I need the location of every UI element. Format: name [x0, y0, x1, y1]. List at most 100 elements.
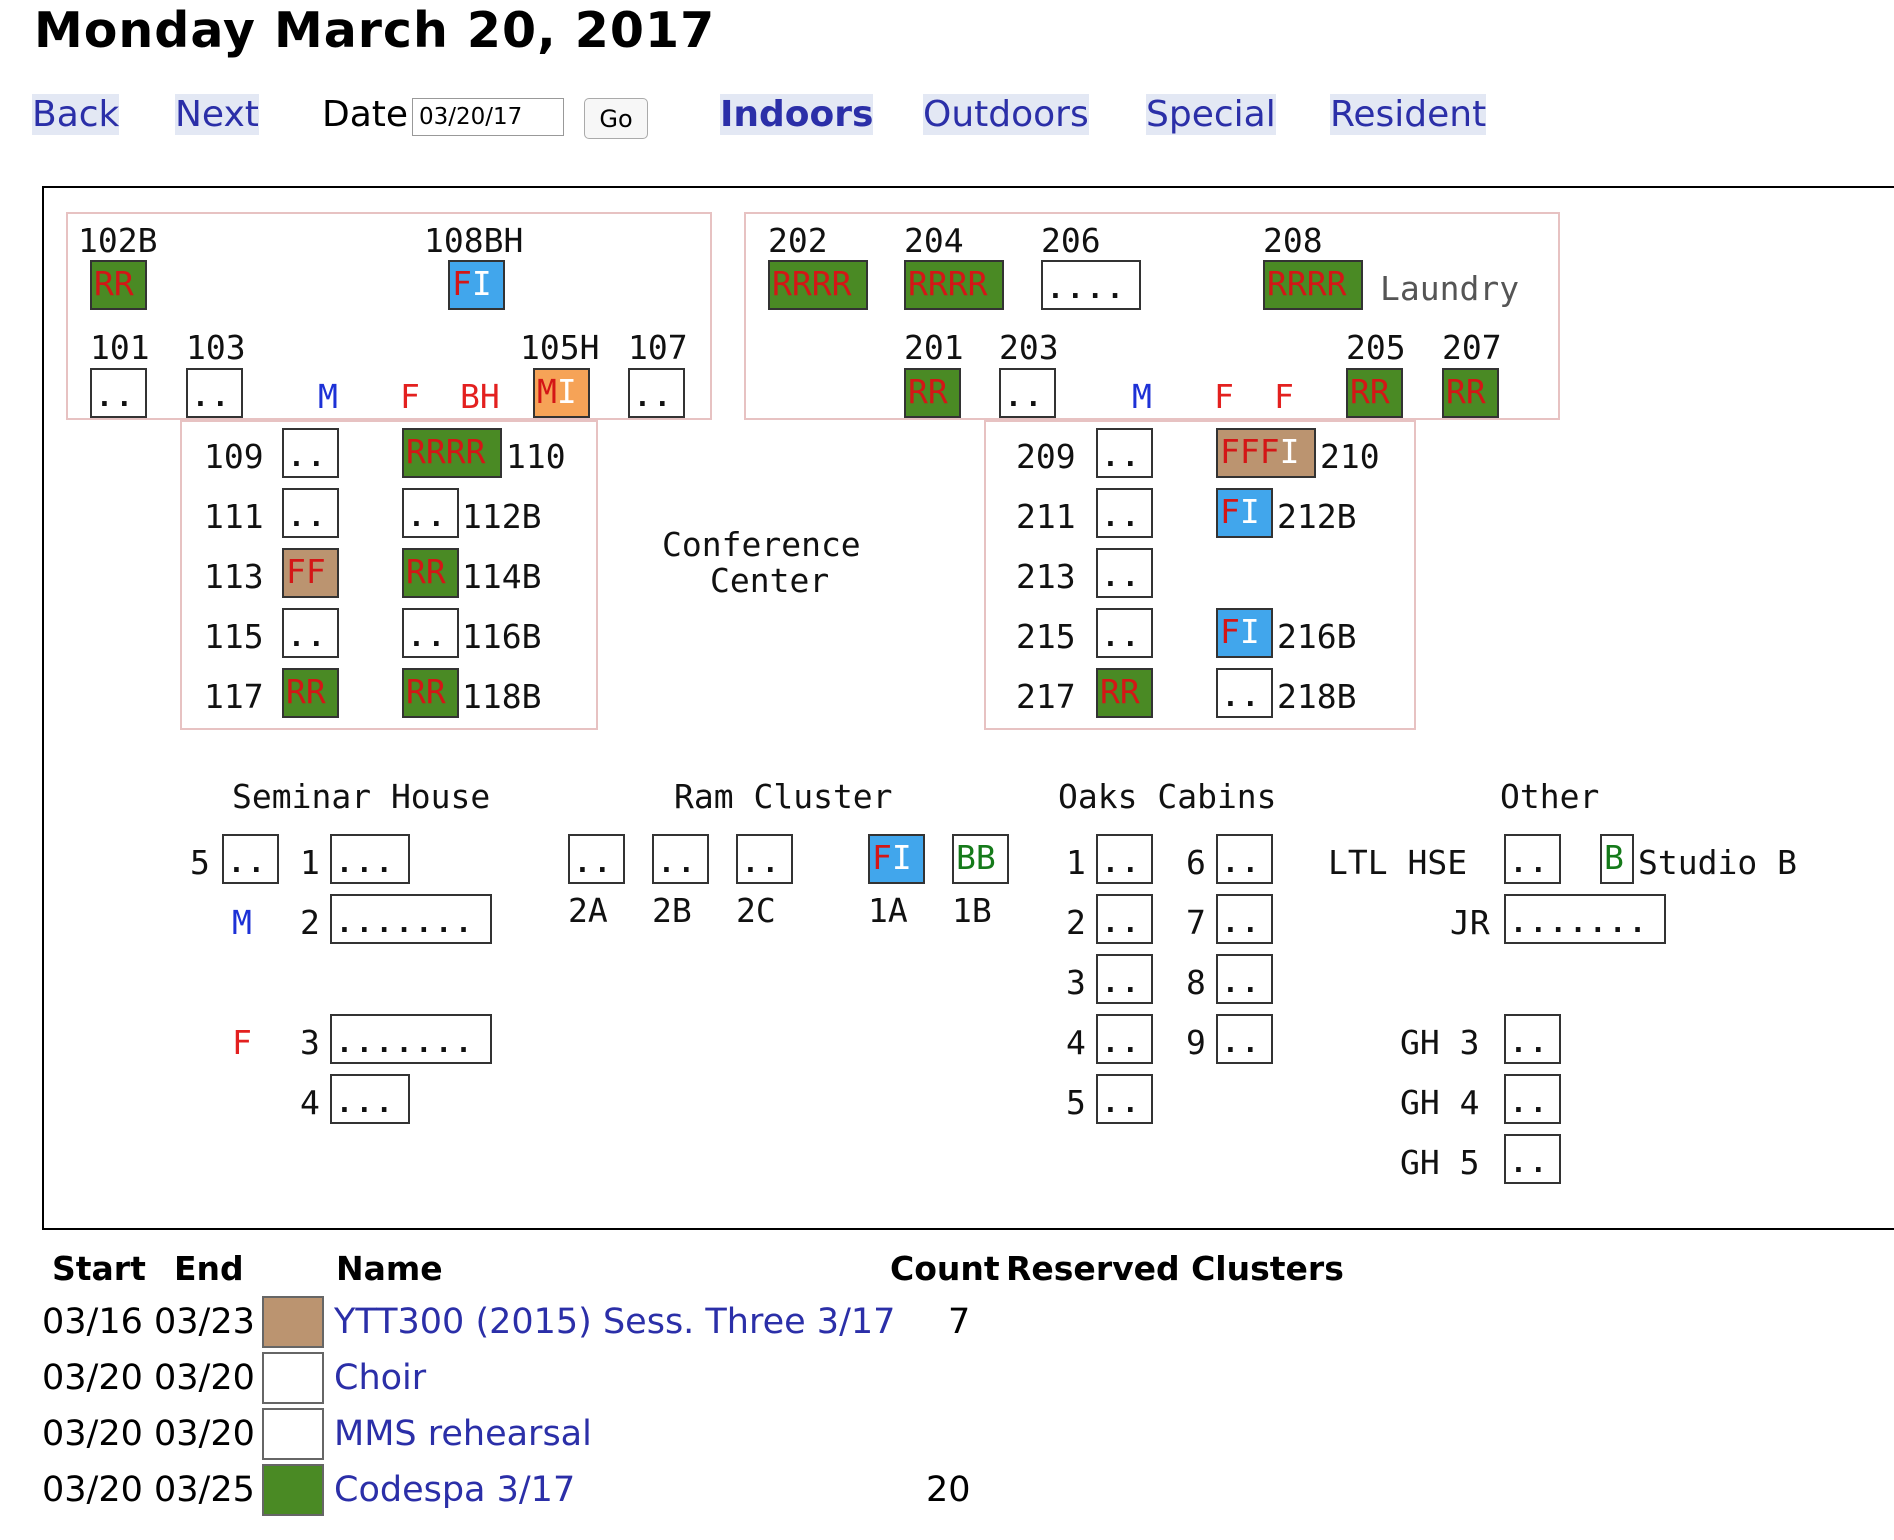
conference-center-label-2: Center	[710, 561, 830, 600]
room-210[interactable]: FFFI	[1216, 428, 1316, 478]
room-116b[interactable]: ..	[402, 608, 459, 658]
room-110[interactable]: RRRR	[402, 428, 502, 478]
row-name-link[interactable]: YTT300 (2015) Sess. Three 3/17	[334, 1302, 896, 1342]
go-button[interactable]: Go	[584, 98, 648, 139]
gh3-label: GH 3	[1400, 1023, 1480, 1062]
outdoors-link[interactable]: Outdoors	[923, 94, 1089, 135]
ram-label-2a: 2A	[568, 891, 608, 930]
indoors-link[interactable]: Indoors	[720, 94, 874, 135]
seminar-female-marker: F	[232, 1023, 252, 1062]
room-114b[interactable]: RR	[402, 548, 459, 598]
oaks-cabin-8[interactable]: ..	[1216, 954, 1273, 1004]
gh3-room[interactable]: ..	[1504, 1014, 1561, 1064]
oaks-cabin-1[interactable]: ..	[1096, 834, 1153, 884]
room-203[interactable]: ..	[999, 368, 1056, 418]
row-color-swatch	[262, 1352, 324, 1404]
ram-room-1a[interactable]: FI	[868, 834, 925, 884]
oaks-cabin-3[interactable]: ..	[1096, 954, 1153, 1004]
seminar-house-heading: Seminar House	[232, 777, 491, 816]
row-name-link[interactable]: MMS rehearsal	[334, 1414, 592, 1454]
room-213[interactable]: ..	[1096, 548, 1153, 598]
room-205[interactable]: RR	[1346, 368, 1403, 418]
room-108bh[interactable]: FI	[448, 260, 505, 310]
room-label-201: 201	[904, 328, 964, 367]
room-216b[interactable]: FI	[1216, 608, 1273, 658]
room-118b[interactable]: RR	[402, 668, 459, 718]
room-112b[interactable]: ..	[402, 488, 459, 538]
seminar-room-2[interactable]: .......	[330, 894, 492, 944]
room-215[interactable]: ..	[1096, 608, 1153, 658]
gh5-room[interactable]: ..	[1504, 1134, 1561, 1184]
room-209[interactable]: ..	[1096, 428, 1153, 478]
room-102b[interactable]: RR	[90, 260, 147, 310]
seminar-room-4[interactable]: ...	[330, 1074, 410, 1124]
room-label-109: 109	[204, 437, 264, 476]
gh4-room[interactable]: ..	[1504, 1074, 1561, 1124]
room-label-116b: 116B	[462, 617, 542, 656]
oaks-label-6: 6	[1186, 843, 1206, 882]
room-label-215: 215	[1016, 617, 1076, 656]
ram-room-2b[interactable]: ..	[652, 834, 709, 884]
resident-link[interactable]: Resident	[1330, 94, 1487, 135]
ram-cluster-heading: Ram Cluster	[674, 777, 893, 816]
oaks-cabin-9[interactable]: ..	[1216, 1014, 1273, 1064]
female-marker: F	[400, 377, 420, 416]
ltl-hse-room[interactable]: ..	[1504, 834, 1561, 884]
room-label-218b: 218B	[1277, 677, 1357, 716]
room-207[interactable]: RR	[1442, 368, 1499, 418]
wing-100	[180, 420, 598, 730]
ram-label-1b: 1B	[952, 891, 992, 930]
seminar-room-1[interactable]: ...	[330, 834, 410, 884]
room-label-110: 110	[506, 437, 566, 476]
room-217[interactable]: RR	[1096, 668, 1153, 718]
room-111[interactable]: ..	[282, 488, 339, 538]
oaks-cabin-7[interactable]: ..	[1216, 894, 1273, 944]
jr-room[interactable]: .......	[1504, 894, 1666, 944]
seminar-label-5: 5	[190, 843, 210, 882]
oaks-cabin-6[interactable]: ..	[1216, 834, 1273, 884]
room-201[interactable]: RR	[904, 368, 961, 418]
row-start: 03/20	[42, 1470, 143, 1510]
ram-room-2a[interactable]: ..	[568, 834, 625, 884]
room-label-202: 202	[768, 221, 828, 260]
studio-b-room[interactable]: B	[1600, 834, 1634, 884]
room-202[interactable]: RRRR	[768, 260, 868, 310]
room-218b[interactable]: ..	[1216, 668, 1273, 718]
room-103[interactable]: ..	[186, 368, 243, 418]
date-input[interactable]	[412, 98, 564, 136]
room-211[interactable]: ..	[1096, 488, 1153, 538]
room-101[interactable]: ..	[90, 368, 147, 418]
next-link[interactable]: Next	[175, 94, 259, 135]
room-label-112b: 112B	[462, 497, 542, 536]
room-105h[interactable]: MI	[533, 368, 590, 418]
ram-label-2b: 2B	[652, 891, 692, 930]
lodging-map: 102B 108BH RR FI 101 103 105H 107 .. .. …	[42, 186, 1894, 1230]
room-113[interactable]: FF	[282, 548, 339, 598]
room-label-205: 205	[1346, 328, 1406, 367]
room-label-118b: 118B	[462, 677, 542, 716]
oaks-cabin-2[interactable]: ..	[1096, 894, 1153, 944]
seminar-room-3[interactable]: .......	[330, 1014, 492, 1064]
room-204[interactable]: RRRR	[904, 260, 1004, 310]
room-117[interactable]: RR	[282, 668, 339, 718]
room-107[interactable]: ..	[628, 368, 685, 418]
ram-room-1b[interactable]: BB	[952, 834, 1009, 884]
wing-200	[984, 420, 1416, 730]
room-109[interactable]: ..	[282, 428, 339, 478]
ram-room-2c[interactable]: ..	[736, 834, 793, 884]
gh5-label: GH 5	[1400, 1143, 1480, 1182]
row-name-link[interactable]: Choir	[334, 1358, 427, 1398]
back-link[interactable]: Back	[32, 94, 120, 135]
oaks-cabin-5[interactable]: ..	[1096, 1074, 1153, 1124]
row-name-link[interactable]: Codespa 3/17	[334, 1470, 576, 1510]
date-label: Date	[322, 94, 409, 135]
row-count: 20	[926, 1470, 971, 1510]
special-link[interactable]: Special	[1146, 94, 1276, 135]
room-212b[interactable]: FI	[1216, 488, 1273, 538]
oaks-cabin-4[interactable]: ..	[1096, 1014, 1153, 1064]
room-208[interactable]: RRRR	[1263, 260, 1363, 310]
room-206[interactable]: ....	[1041, 260, 1141, 310]
room-115[interactable]: ..	[282, 608, 339, 658]
room-label-203: 203	[999, 328, 1059, 367]
seminar-room-5[interactable]: ..	[222, 834, 279, 884]
